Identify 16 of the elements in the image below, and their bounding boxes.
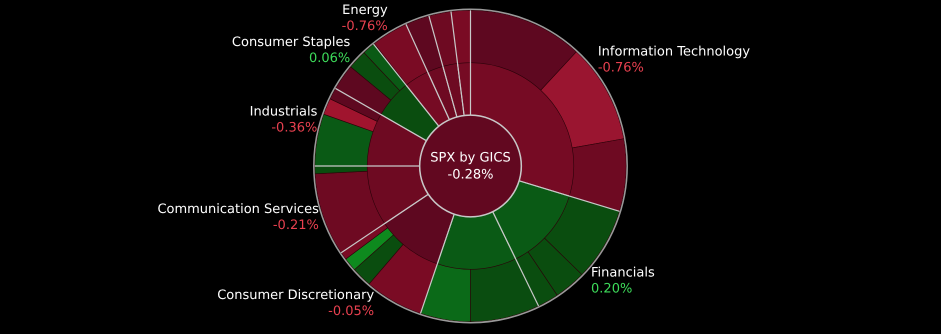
text: SPX by GICS	[430, 150, 511, 166]
slice-label: Information Technology	[598, 44, 750, 60]
slice-label: Consumer Staples	[232, 35, 351, 50]
text: -0.76%	[342, 19, 388, 34]
text: -0.28%	[448, 167, 494, 182]
slice-label: Energy	[342, 3, 388, 18]
text: -0.21%	[272, 218, 319, 234]
text: -0.36%	[271, 120, 318, 136]
text: -0.05%	[328, 304, 374, 320]
text: 0.06%	[308, 51, 350, 66]
slice-label: Financials	[591, 265, 655, 280]
text: -0.76%	[598, 60, 644, 76]
slice-label: Industrials	[250, 104, 318, 120]
text: 0.20%	[591, 281, 632, 296]
slice-label: Consumer Discretionary	[217, 288, 374, 304]
slice-label: Communication Services	[157, 202, 320, 218]
